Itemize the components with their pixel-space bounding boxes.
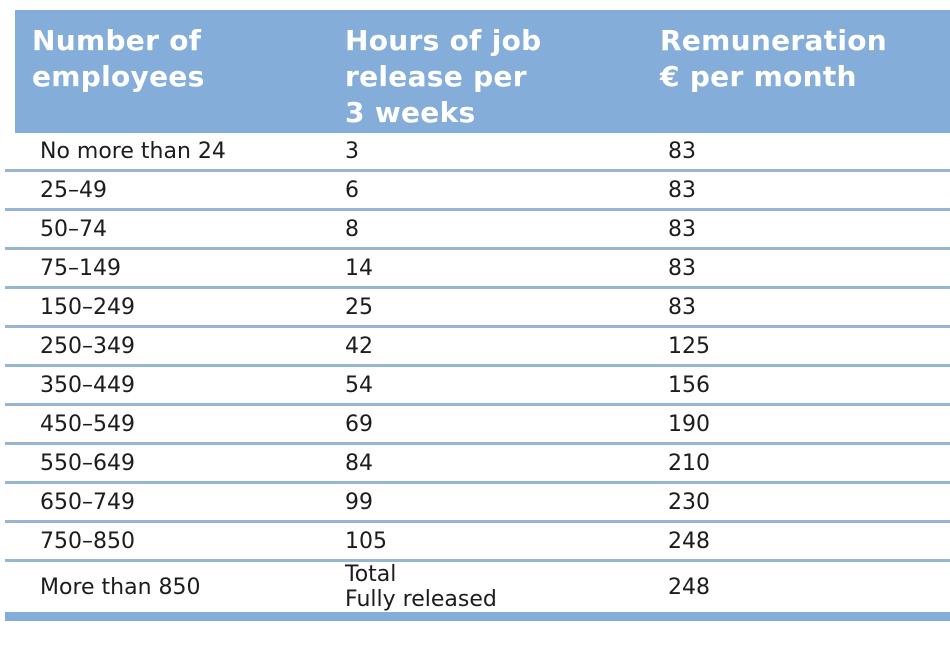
table-row: 150–249 25 83 xyxy=(5,289,950,328)
hours-cell: 25 xyxy=(345,294,373,320)
hours-cell: 42 xyxy=(345,333,373,359)
employees-cell: 650–749 xyxy=(40,489,135,515)
remuneration-cell: 190 xyxy=(668,411,710,437)
header-hours-of-job-release: Hours of job release per 3 weeks xyxy=(345,24,542,129)
bottom-accent-bar xyxy=(5,612,950,621)
remuneration-cell: 83 xyxy=(668,294,696,320)
hours-cell: 3 xyxy=(345,138,359,164)
remuneration-cell: 125 xyxy=(668,333,710,359)
hours-cell: 6 xyxy=(345,177,359,203)
remuneration-cell: 210 xyxy=(668,450,710,476)
header-number-of-employees: Number of employees xyxy=(32,24,205,93)
employees-cell: 350–449 xyxy=(40,372,135,398)
table-row: 25–49 6 83 xyxy=(5,172,950,211)
employees-cell: 750–850 xyxy=(40,528,135,554)
remuneration-cell: 248 xyxy=(668,528,710,554)
employees-cell: 450–549 xyxy=(40,411,135,437)
remuneration-cell: 83 xyxy=(668,255,696,281)
remuneration-cell: 230 xyxy=(668,489,710,515)
table-row: 250–349 42 125 xyxy=(5,328,950,367)
employees-cell: 250–349 xyxy=(40,333,135,359)
employees-cell: 50–74 xyxy=(40,216,107,242)
hours-cell: 54 xyxy=(345,372,373,398)
table-row: 75–149 14 83 xyxy=(5,250,950,289)
employees-cell: 25–49 xyxy=(40,177,107,203)
table-row: 650–749 99 230 xyxy=(5,484,950,523)
employees-cell: No more than 24 xyxy=(40,138,226,164)
remuneration-cell: 83 xyxy=(668,138,696,164)
table-row: 450–549 69 190 xyxy=(5,406,950,445)
table-row: 50–74 8 83 xyxy=(5,211,950,250)
table-row: More than 850 Total Fully released 248 xyxy=(5,562,950,612)
table-header: Number of employees Hours of job release… xyxy=(15,10,950,133)
hours-cell: 105 xyxy=(345,528,387,554)
remuneration-cell: 156 xyxy=(668,372,710,398)
hours-cell: 84 xyxy=(345,450,373,476)
hours-cell: 8 xyxy=(345,216,359,242)
employees-cell: More than 850 xyxy=(40,574,201,600)
table-row: 550–649 84 210 xyxy=(5,445,950,484)
header-remuneration: Remuneration € per month xyxy=(660,24,888,93)
employees-cell: 150–249 xyxy=(40,294,135,320)
hours-cell: 69 xyxy=(345,411,373,437)
hours-cell: 99 xyxy=(345,489,373,515)
employees-cell: 75–149 xyxy=(40,255,121,281)
table-row: 350–449 54 156 xyxy=(5,367,950,406)
table-row: 750–850 105 248 xyxy=(5,523,950,562)
hours-cell: Total Fully released xyxy=(345,562,497,612)
hours-cell: 14 xyxy=(345,255,373,281)
table-row: No more than 24 3 83 xyxy=(5,133,950,172)
remuneration-cell: 83 xyxy=(668,216,696,242)
remuneration-cell: 248 xyxy=(668,574,710,600)
table-body: No more than 24 3 83 25–49 6 83 50–74 8 … xyxy=(5,133,950,621)
remuneration-cell: 83 xyxy=(668,177,696,203)
employees-cell: 550–649 xyxy=(40,450,135,476)
